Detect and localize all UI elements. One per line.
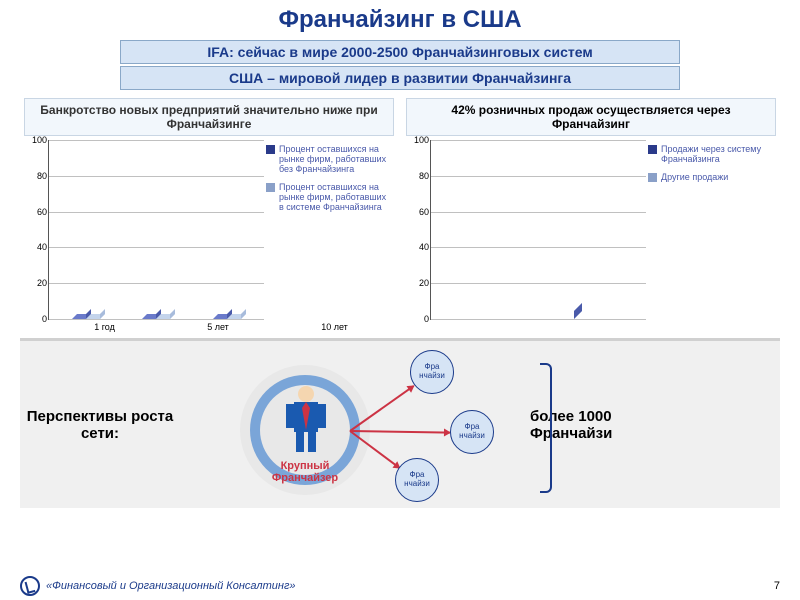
chart-right: 42% розничных продаж осуществляется чере… (406, 98, 776, 332)
bracket (540, 363, 552, 493)
subtitle-2: США – мировой лидер в развитии Франчайзи… (120, 66, 680, 90)
page-title: Франчайзинг в США (0, 0, 800, 38)
chart-right-xaxis (430, 320, 776, 332)
franchise-network: Крупный Франчайзер Фра нчайзиФра нчайзиФ… (180, 340, 510, 510)
footer-logo-icon (20, 576, 40, 596)
diagram-row: Перспективы роста сети: Крупный Франчайз… (20, 338, 780, 508)
page-number: 7 (774, 580, 780, 592)
franchisor-label: Крупный Франчайзер (250, 460, 360, 484)
chart-right-heading: 42% розничных продаж осуществляется чере… (406, 98, 776, 136)
franchisor-person-icon (284, 384, 328, 454)
franchisee-node: Фра нчайзи (395, 458, 439, 502)
subtitle-1: IFA: сейчас в мире 2000-2500 Франчайзинг… (120, 40, 680, 64)
chart-left-heading: Банкротство новых предприятий значительн… (24, 98, 394, 136)
chart-left: Банкротство новых предприятий значительн… (24, 98, 394, 332)
franchisee-node: Фра нчайзи (450, 410, 494, 454)
growth-perspectives-label: Перспективы роста сети: (20, 408, 180, 442)
chart-left-xaxis: 1 год5 лет10 лет (48, 320, 394, 332)
charts-row: Банкротство новых предприятий значительн… (0, 92, 800, 332)
more-than-1000-label: более 1000 Франчайзи (510, 408, 670, 442)
chart-right-legend: Продажи через систему ФранчайзингаДругие… (646, 140, 776, 320)
footer-text: «Финансовый и Организационный Консалтинг… (46, 580, 296, 592)
footer: «Финансовый и Организационный Консалтинг… (0, 576, 800, 596)
chart-right-plot: 020406080100 (430, 140, 646, 320)
chart-left-plot: 020406080100 (48, 140, 264, 320)
franchisee-node: Фра нчайзи (410, 350, 454, 394)
chart-left-legend: Процент оставшихся на рынке фирм, работа… (264, 140, 394, 320)
